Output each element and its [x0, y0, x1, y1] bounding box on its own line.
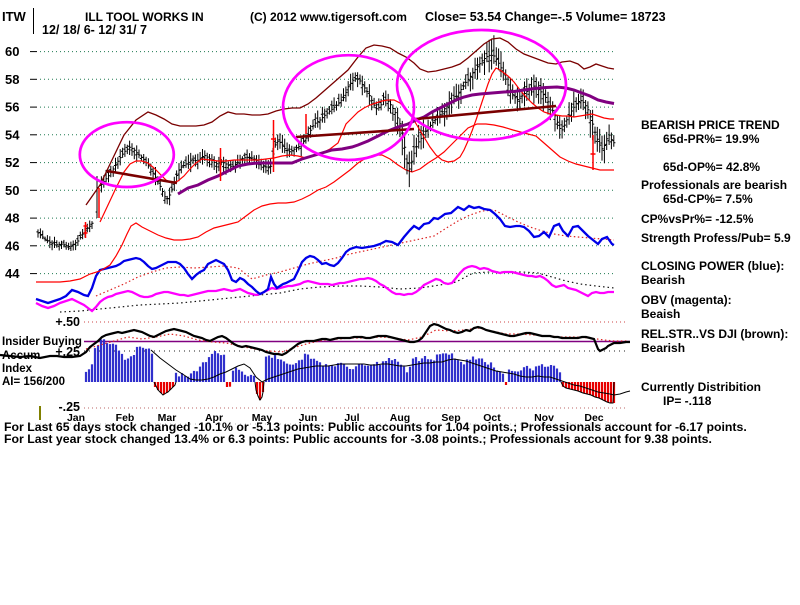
svg-text:CLOSING POWER (blue):: CLOSING POWER (blue): [641, 259, 784, 273]
svg-text:Insider Buying: Insider Buying [2, 336, 82, 348]
svg-text:46: 46 [5, 238, 19, 253]
svg-text:Dec: Dec [584, 412, 603, 424]
svg-text:Professionals are bearish: Professionals are bearish [641, 178, 787, 192]
svg-text:OBV (magenta):: OBV (magenta): [641, 293, 732, 307]
svg-text:-.25: -.25 [58, 400, 80, 414]
svg-text:65d-PR%= 19.9%: 65d-PR%= 19.9% [663, 132, 760, 146]
svg-text:For Last year stock changed 1: For Last year stock changed 13.4% or 6.3… [4, 432, 712, 446]
svg-text:60: 60 [5, 44, 19, 59]
svg-text:Index: Index [2, 363, 33, 375]
svg-text:54: 54 [5, 127, 20, 142]
svg-text:Bearish: Bearish [641, 273, 685, 287]
svg-text:Beaish: Beaish [641, 307, 680, 321]
svg-text:Jan: Jan [67, 412, 85, 424]
svg-text:44: 44 [5, 266, 20, 281]
svg-text:Jul: Jul [344, 412, 359, 424]
svg-text:Aug: Aug [390, 412, 410, 424]
svg-text:Mar: Mar [158, 412, 177, 424]
svg-text:+.50: +.50 [55, 315, 80, 329]
svg-text:Close= 53.54 Change=-.5 Volu: Close= 53.54 Change=-.5 Volume= 18723 [425, 10, 666, 24]
svg-text:Currently Distribition: Currently Distribition [641, 380, 761, 394]
svg-text:BEARISH PRICE TREND: BEARISH PRICE TREND [641, 118, 780, 132]
svg-text:65d-OP%= 42.8%: 65d-OP%= 42.8% [663, 160, 760, 174]
svg-text:May: May [252, 412, 273, 424]
svg-text:Strength Profess/Pub= 5.9: Strength Profess/Pub= 5.9 [641, 231, 791, 245]
svg-text:Jun: Jun [299, 412, 318, 424]
svg-text:Oct: Oct [483, 412, 501, 424]
svg-text:Apr: Apr [205, 412, 223, 424]
svg-text:AI= 156/200: AI= 156/200 [2, 376, 65, 388]
svg-text:ILL TOOL WORKS IN: ILL TOOL WORKS IN [85, 10, 204, 24]
svg-text:12/ 18/ 6- 12/ 31/ 7: 12/ 18/ 6- 12/ 31/ 7 [42, 23, 147, 37]
svg-text:IP= -.118: IP= -.118 [663, 394, 712, 408]
svg-text:CP%vsPr%= -12.5%: CP%vsPr%= -12.5% [641, 212, 754, 226]
svg-text:50: 50 [5, 183, 19, 198]
svg-text:52: 52 [5, 155, 19, 170]
svg-text:+.25: +.25 [55, 345, 80, 359]
svg-text:48: 48 [5, 211, 19, 226]
svg-text:For Last 65 days stock changed: For Last 65 days stock changed -10.1% or… [4, 420, 747, 434]
svg-text:Nov: Nov [534, 412, 554, 424]
svg-text:ITW: ITW [2, 9, 27, 24]
svg-text:56: 56 [5, 100, 19, 115]
svg-text:REL.STR..VS DJI (brown):: REL.STR..VS DJI (brown): [641, 327, 788, 341]
svg-text:65d-CP%= 7.5%: 65d-CP%= 7.5% [663, 192, 753, 206]
svg-text:Accum: Accum [2, 350, 40, 362]
svg-text:58: 58 [5, 72, 19, 87]
svg-text:Bearish: Bearish [641, 341, 685, 355]
svg-text:Feb: Feb [116, 412, 135, 424]
svg-text:(C) 2012 www.tigersoft.com: (C) 2012 www.tigersoft.com [250, 10, 407, 24]
svg-text:Sep: Sep [441, 412, 460, 424]
